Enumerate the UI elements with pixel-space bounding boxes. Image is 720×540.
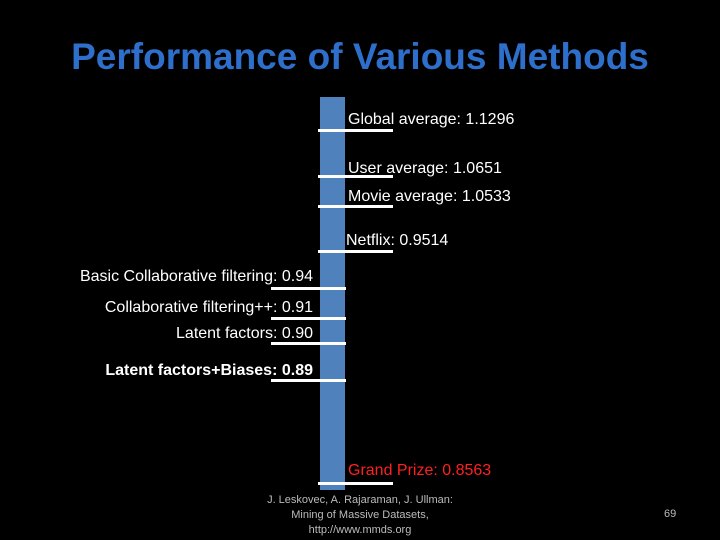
marker-label: Basic Collaborative filtering: bbox=[79, 268, 278, 285]
citation-link[interactable]: http://www.mmds.org bbox=[308, 524, 412, 536]
marker-value: 1.0651 bbox=[452, 160, 502, 177]
marker-value: 0.8563 bbox=[442, 462, 492, 479]
tick-latent-factors bbox=[271, 342, 346, 345]
citation-line: J. Leskovec, A. Rajaraman, J. Ullman: bbox=[267, 494, 453, 506]
tick-basic-cf bbox=[271, 287, 346, 290]
citation-footer: J. Leskovec, A. Rajaraman, J. Ullman: Mi… bbox=[235, 493, 485, 538]
marker-movie-average: Movie average: 1.0533 bbox=[348, 188, 511, 206]
tick-global-average bbox=[318, 129, 393, 132]
tick-user-average bbox=[318, 175, 393, 178]
marker-latent-biases: Latent factors+Biases: 0.89 bbox=[105, 362, 313, 380]
marker-label: User average: bbox=[348, 160, 449, 177]
marker-label: Collaborative filtering++: bbox=[104, 299, 278, 316]
marker-value: 1.1296 bbox=[465, 111, 515, 128]
tick-grand-prize bbox=[318, 482, 393, 485]
marker-latent-factors: Latent factors: 0.90 bbox=[176, 325, 313, 343]
marker-grand-prize: Grand Prize: 0.8563 bbox=[348, 462, 491, 480]
marker-netflix: Netflix: 0.9514 bbox=[346, 232, 448, 250]
marker-value: 0.89 bbox=[281, 362, 313, 379]
marker-value: 0.90 bbox=[281, 325, 313, 342]
slide-title: Performance of Various Methods bbox=[71, 36, 649, 77]
marker-user-average: User average: 1.0651 bbox=[348, 160, 502, 178]
tick-cf-plus bbox=[271, 317, 346, 320]
tick-movie-average bbox=[318, 205, 393, 208]
marker-value: 0.9514 bbox=[399, 232, 449, 249]
marker-label: Latent factors: bbox=[176, 325, 278, 342]
marker-value: 0.91 bbox=[281, 299, 313, 316]
citation-line: Mining of Massive Datasets, bbox=[291, 509, 429, 521]
marker-label: Netflix: bbox=[346, 232, 395, 249]
marker-label: Grand Prize: bbox=[348, 462, 438, 479]
marker-label: Latent factors+Biases: bbox=[105, 362, 278, 379]
page-number: 69 bbox=[664, 508, 677, 520]
marker-value: 1.0533 bbox=[461, 188, 511, 205]
tick-latent-biases bbox=[271, 379, 346, 382]
marker-global-average: Global average: 1.1296 bbox=[348, 111, 514, 129]
tick-netflix bbox=[318, 250, 393, 253]
marker-label: Movie average: bbox=[348, 188, 458, 205]
marker-value: 0.94 bbox=[281, 268, 313, 285]
score-scale-bar bbox=[320, 97, 345, 490]
marker-label: Global average: bbox=[348, 111, 461, 128]
marker-basic-cf: Basic Collaborative filtering: 0.94 bbox=[80, 268, 313, 286]
marker-cf-plus: Collaborative filtering++: 0.91 bbox=[105, 299, 313, 317]
